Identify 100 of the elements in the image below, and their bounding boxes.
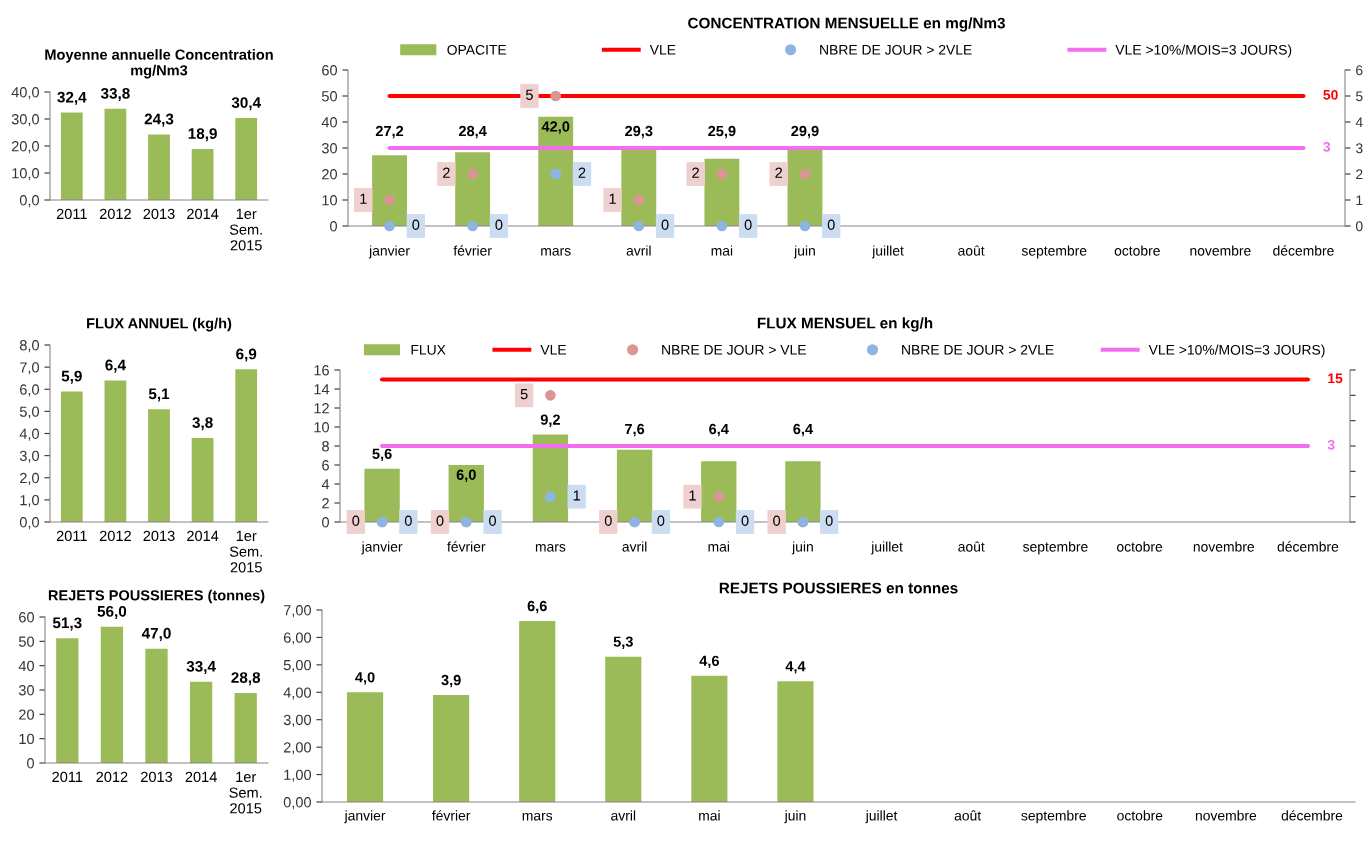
x-tick-label: mai <box>711 245 733 256</box>
data-label: 29,9 <box>791 125 819 139</box>
data-label: 2 <box>775 167 782 178</box>
data-label: 32,4 <box>57 91 87 105</box>
x-tick-label: 2014 <box>187 530 219 542</box>
y-tick-label: 10 <box>322 195 338 206</box>
legend-label: VLE <box>649 45 676 55</box>
bar <box>100 626 124 763</box>
x-tick-label: octobre <box>1114 245 1160 256</box>
data-label: 30,4 <box>231 97 261 111</box>
x-tick-label: février <box>432 810 471 821</box>
y-tick-label: 50 <box>18 636 35 647</box>
x-tick-label: 2011 <box>56 530 87 542</box>
bar <box>433 695 470 802</box>
data-label: 15 <box>1328 373 1343 384</box>
y-tick-label: 30,0 <box>11 114 40 127</box>
y-tick-label: 5,0 <box>19 406 40 419</box>
x-tick-label: juin <box>784 810 806 824</box>
x-tick-label: juillet <box>871 245 904 259</box>
y-tick-label: 8,0 <box>19 340 40 353</box>
data-label: 6,4 <box>709 423 729 437</box>
x-tick-label: juin <box>793 245 815 259</box>
data-label: 1 <box>573 490 581 501</box>
bar <box>235 117 258 200</box>
legend-label: OPACITE <box>447 44 507 55</box>
data-label: 2 <box>443 167 450 178</box>
data-label: 1 <box>609 193 616 204</box>
y-tick-label: 10,0 <box>12 168 40 181</box>
data-label: 28,4 <box>458 125 487 139</box>
x-tick-label: novembre <box>1190 245 1251 256</box>
y-tick-label: 20,0 <box>11 141 40 154</box>
x-tick-label: décembre <box>1281 810 1343 821</box>
x-tick-label: septembre <box>1021 245 1087 259</box>
data-label: 4,4 <box>785 661 806 674</box>
y-tick-label: 50 <box>321 91 338 102</box>
bar <box>104 380 127 522</box>
y-tick-label: 0 <box>330 221 338 232</box>
x-tick-label: 1er Sem. 2015 <box>229 530 262 573</box>
x-tick-label: mars <box>535 544 566 552</box>
y-tick-label: 60 <box>322 65 338 76</box>
bar <box>616 449 653 522</box>
y2-tick-label: 6 <box>1356 65 1363 76</box>
point <box>716 168 728 180</box>
y-tick-label: 4,00 <box>283 687 312 700</box>
bar <box>701 461 737 522</box>
y-tick-label: 14 <box>314 384 330 395</box>
x-tick-label: mai <box>708 541 730 552</box>
chart-title: REJETS POUSSIERES (tonnes) <box>48 589 265 604</box>
x-tick-label: février <box>453 245 492 256</box>
y-tick-label: 16 <box>314 365 329 376</box>
data-label: 25,9 <box>708 125 736 139</box>
legend-label: NBRE DE JOUR > VLE <box>662 344 806 355</box>
y-tick-label: 30 <box>321 143 338 154</box>
data-label: 5,6 <box>372 448 392 462</box>
data-label: 50 <box>1323 89 1338 100</box>
x-tick-label: mars <box>522 812 553 821</box>
data-label: 5,9 <box>61 370 82 384</box>
x-tick-label: janvier <box>361 541 403 555</box>
y-tick-label: 40,0 <box>11 87 40 100</box>
x-tick-label: mai <box>699 810 720 821</box>
y-tick-label: 2,00 <box>283 742 312 755</box>
x-tick-label: avril <box>622 541 647 552</box>
data-label: 5 <box>520 389 528 400</box>
legend-label: FLUX <box>411 345 446 355</box>
data-label: 0 <box>352 515 360 526</box>
data-label: 0 <box>744 219 752 230</box>
y-tick-label: 0,0 <box>19 517 40 530</box>
data-label: 6,6 <box>527 600 547 614</box>
x-tick-label: septembre <box>1021 810 1086 824</box>
data-label: 4,0 <box>355 672 375 685</box>
data-label: 4,6 <box>699 655 719 669</box>
bar <box>60 112 83 200</box>
x-tick-label: 2013 <box>141 771 173 783</box>
x-tick-label: 2014 <box>185 771 217 783</box>
x-tick-label: 2011 <box>52 771 83 783</box>
bar <box>60 391 83 522</box>
point <box>799 168 811 180</box>
y-tick-label: 0 <box>322 517 330 528</box>
y2-tick-label: 2 <box>1356 169 1363 180</box>
y-tick-label: 0,00 <box>283 797 312 810</box>
y-tick-label: 10 <box>314 422 330 433</box>
point <box>384 220 395 232</box>
data-label: 0 <box>495 219 503 230</box>
x-tick-label: 2014 <box>187 208 219 220</box>
bar <box>148 134 170 200</box>
data-label: 0 <box>604 515 612 526</box>
x-tick-label: décembre <box>1277 541 1339 552</box>
data-label: 2 <box>692 167 699 178</box>
data-label: 0 <box>827 219 835 230</box>
data-label: 5,3 <box>613 636 633 649</box>
data-label: 3,9 <box>441 674 461 688</box>
data-label: 28,8 <box>231 672 261 686</box>
x-tick-label: juillet <box>865 810 898 824</box>
y-tick-label: 2,0 <box>20 472 40 485</box>
x-tick-label: août <box>954 810 982 821</box>
x-tick-label: 2012 <box>96 771 128 783</box>
data-label: 5,1 <box>148 388 170 402</box>
point <box>716 220 728 232</box>
data-label: 24,3 <box>144 113 174 127</box>
y2-tick-label: 4 <box>1355 117 1363 128</box>
